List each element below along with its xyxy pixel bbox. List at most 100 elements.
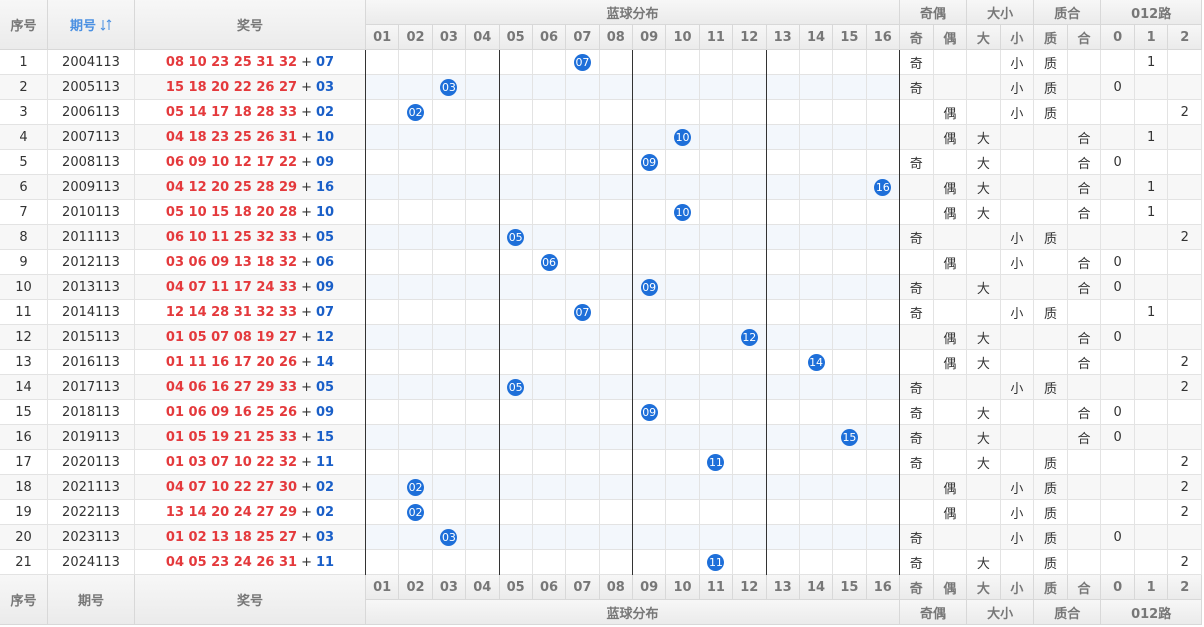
blue-column-header: 07 [566,575,600,600]
blue-ball: 06 [316,254,335,270]
blue-dist-cell [599,50,633,75]
odd-even-cell: 偶 [933,100,968,125]
blue-dist-cell [499,350,533,375]
period-header[interactable]: 期号 [48,0,135,50]
blue-dist-cell: 05 [499,375,533,400]
road-cell [1134,400,1169,425]
blue-dist-cell [699,500,734,525]
sort-icon[interactable] [100,18,112,31]
blue-ball-marker: 12 [740,328,758,346]
blue-dist-cell [766,150,800,175]
blue-dist-cell [866,500,900,525]
period: 2011113 [48,225,135,250]
prime-cell: 质 [1034,475,1068,500]
blue-dist-cell [399,325,433,350]
blue-dist-cell [466,550,500,575]
blue-dist-cell [766,100,800,125]
size-cell: 大 [967,450,1001,475]
blue-dist-cell [833,125,867,150]
blue-dist-cell [733,375,767,400]
blue-dist-cell [566,125,600,150]
blue-ball: 09 [316,404,335,420]
odd-even-cell [900,500,934,525]
prime-cell: 质 [1034,500,1068,525]
prime-column-header: 质 [1034,25,1068,50]
blue-dist-cell [399,425,433,450]
blue-dist-cell [599,225,633,250]
seq-header: 序号 [0,0,48,50]
blue-column-header: 11 [699,25,734,50]
prime-header: 质合 [1034,0,1102,25]
blue-ball-marker: 06 [540,253,558,271]
separator: + [301,154,312,170]
blue-dist-cell [532,400,567,425]
blue-dist-cell [866,275,900,300]
road-cell: 1 [1134,175,1169,200]
prize: 08 10 23 25 31 32 +07 [135,50,366,75]
blue-ball: 09 [316,154,335,170]
blue-dist-cell [366,450,400,475]
blue-dist-cell [599,325,633,350]
odd-even-cell: 奇 [900,300,934,325]
blue-dist-cell: 14 [799,350,834,375]
blue-dist-cell: 03 [432,525,467,550]
road-cell: 0 [1101,525,1135,550]
blue-column-header: 14 [799,25,834,50]
blue-dist-cell [532,275,567,300]
blue-dist-cell [799,475,834,500]
odd-even-cell: 奇 [900,550,934,575]
prize: 04 18 23 25 26 31 +10 [135,125,366,150]
blue-dist-cell [466,50,500,75]
blue-dist-cell [666,100,700,125]
blue-dist-cell [666,475,700,500]
separator: + [301,229,312,245]
blue-dist-cell [699,75,734,100]
road-cell [1134,425,1169,450]
prize: 04 06 16 27 29 33 +05 [135,375,366,400]
blue-dist-cell [833,250,867,275]
blue-dist-cell [432,325,467,350]
road-cell [1168,200,1202,225]
blue-dist-cell [532,350,567,375]
blue-dist-cell [466,225,500,250]
road-cell [1168,325,1202,350]
blue-dist-cell [766,400,800,425]
blue-dist-cell [532,100,567,125]
blue-dist-cell [432,150,467,175]
size-cell: 大 [967,175,1001,200]
blue-dist-cell [466,275,500,300]
blue-dist-cell [566,350,600,375]
odd-even-header: 奇偶 [900,0,968,25]
blue-dist-cell [633,300,667,325]
blue-dist-cell [432,375,467,400]
red-balls: 04 07 10 22 27 30 [165,479,298,495]
road-cell: 0 [1101,425,1135,450]
blue-dist-header: 蓝球分布 [366,600,900,625]
blue-dist-cell [833,50,867,75]
blue-column-header: 04 [466,25,500,50]
blue-dist-cell [699,525,734,550]
blue-dist-cell [399,550,433,575]
prime-cell: 合 [1067,350,1102,375]
blue-dist-cell [599,300,633,325]
seq: 19 [0,500,48,525]
blue-dist-cell [866,425,900,450]
blue-dist-cell [633,525,667,550]
blue-dist-cell [633,225,667,250]
blue-dist-cell [699,225,734,250]
blue-dist-cell [532,325,567,350]
blue-dist-cell [366,100,400,125]
blue-ball-marker: 14 [807,353,825,371]
prime-cell [1067,525,1102,550]
blue-dist-cell [566,150,600,175]
blue-dist-cell [866,200,900,225]
blue-dist-cell [866,325,900,350]
blue-dist-cell [599,75,633,100]
size-cell [967,50,1001,75]
size-column-header: 小 [1000,575,1035,600]
blue-dist-cell [566,225,600,250]
blue-dist-cell [532,175,567,200]
period: 2017113 [48,375,135,400]
road-cell: 2 [1168,500,1202,525]
blue-dist-cell: 05 [499,225,533,250]
